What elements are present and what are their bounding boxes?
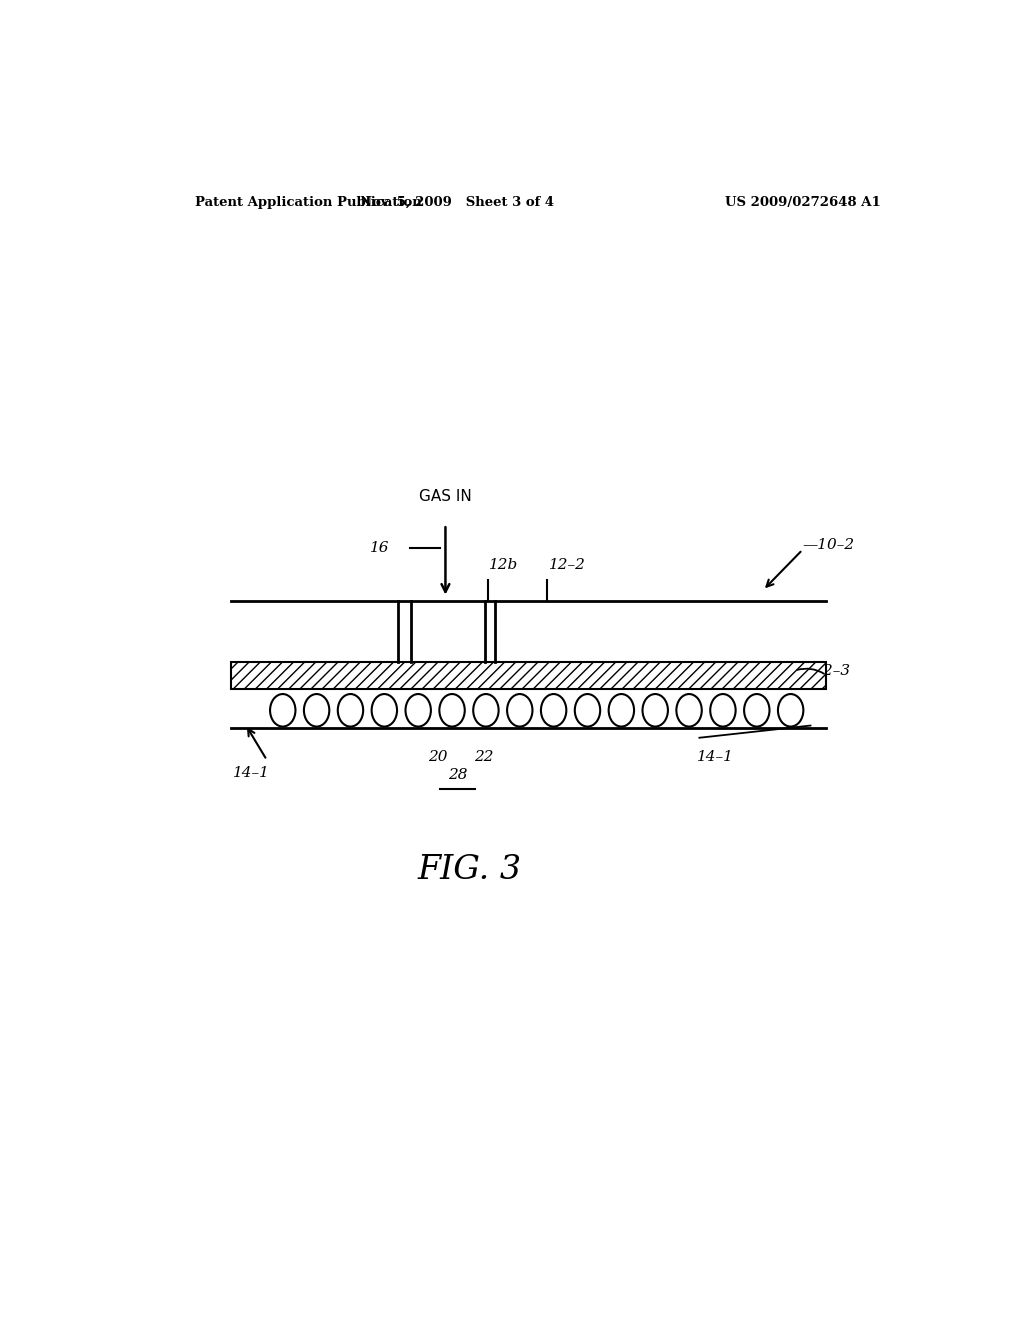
Circle shape [372, 694, 397, 726]
Text: US 2009/0272648 A1: US 2009/0272648 A1 [725, 195, 881, 209]
Text: 16: 16 [371, 541, 390, 554]
Circle shape [574, 694, 600, 726]
Circle shape [608, 694, 634, 726]
Circle shape [541, 694, 566, 726]
Circle shape [338, 694, 364, 726]
Circle shape [677, 694, 701, 726]
Text: 28: 28 [447, 768, 467, 783]
Text: Patent Application Publication: Patent Application Publication [196, 195, 422, 209]
Text: 20: 20 [428, 750, 447, 764]
Text: Nov. 5, 2009   Sheet 3 of 4: Nov. 5, 2009 Sheet 3 of 4 [360, 195, 554, 209]
Text: 14–1: 14–1 [696, 750, 734, 764]
Text: 14–1: 14–1 [232, 767, 269, 780]
Circle shape [270, 694, 296, 726]
Text: 12–2: 12–2 [549, 558, 586, 572]
Circle shape [711, 694, 735, 726]
Text: 12b: 12b [489, 558, 518, 572]
Circle shape [778, 694, 804, 726]
Circle shape [744, 694, 769, 726]
Text: GAS IN: GAS IN [419, 488, 472, 504]
Circle shape [406, 694, 431, 726]
Text: FIG. 3: FIG. 3 [417, 854, 521, 886]
Bar [231, 661, 826, 689]
Circle shape [439, 694, 465, 726]
Circle shape [304, 694, 330, 726]
Text: —10–2: —10–2 [803, 537, 855, 552]
Circle shape [642, 694, 668, 726]
Text: —12–3: —12–3 [799, 664, 851, 677]
Text: 22: 22 [474, 750, 494, 764]
Circle shape [473, 694, 499, 726]
Circle shape [507, 694, 532, 726]
